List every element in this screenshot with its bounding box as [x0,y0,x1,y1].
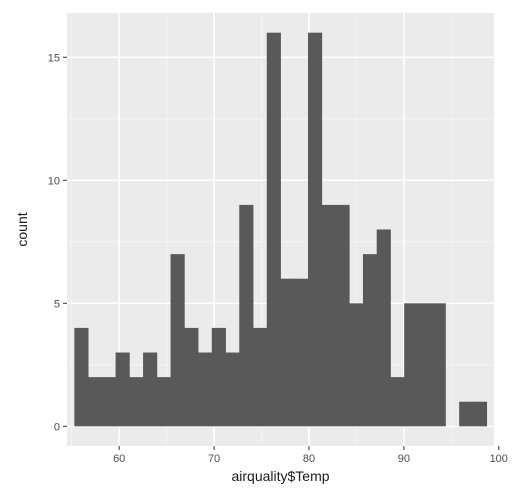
x-tick-label: 60 [113,453,125,465]
histogram-bar [143,352,158,427]
histogram-bars [74,32,488,427]
histogram-bar [156,377,171,427]
histogram-bar [362,254,378,427]
histogram-bar [307,32,323,427]
histogram-bar [404,303,419,427]
x-tick-label: 70 [208,453,220,465]
histogram-bar [335,204,350,427]
x-tick-label: 90 [398,453,410,465]
histogram-bar [225,352,240,427]
histogram-bar [321,204,336,427]
histogram-bar [417,303,433,427]
histogram-bar [472,401,488,427]
x-tick-label: 80 [303,453,315,465]
y-axis-ticks: 0 5 10 15 [48,52,67,433]
y-tick-label: 0 [54,421,60,433]
histogram-bar [170,254,185,427]
histogram-bar [184,327,199,427]
histogram-bar [198,352,213,427]
histogram-bar [431,303,446,427]
histogram-bar [376,229,391,427]
histogram-bar [74,327,89,427]
histogram-bar [390,377,405,427]
y-tick-label: 15 [48,52,60,64]
y-tick-label: 5 [54,298,60,310]
histogram-bar [115,352,130,427]
histogram-bar [211,327,226,427]
histogram-bar [88,377,103,427]
histogram-bar [239,204,254,427]
x-axis-title: airquality$Temp [231,468,329,484]
histogram-bar [349,303,364,427]
histogram-bar [280,278,295,427]
y-axis-title: count [14,212,30,246]
histogram-bar [129,377,144,427]
y-tick-label: 10 [48,175,60,187]
histogram-bar [459,401,474,427]
histogram-bar [266,32,281,427]
x-tick-label: 100 [490,453,508,465]
histogram-bar [101,377,116,427]
x-axis-ticks: 60 70 80 90 100 [113,446,508,465]
histogram-bar [253,327,268,427]
histogram-bar [294,278,309,427]
